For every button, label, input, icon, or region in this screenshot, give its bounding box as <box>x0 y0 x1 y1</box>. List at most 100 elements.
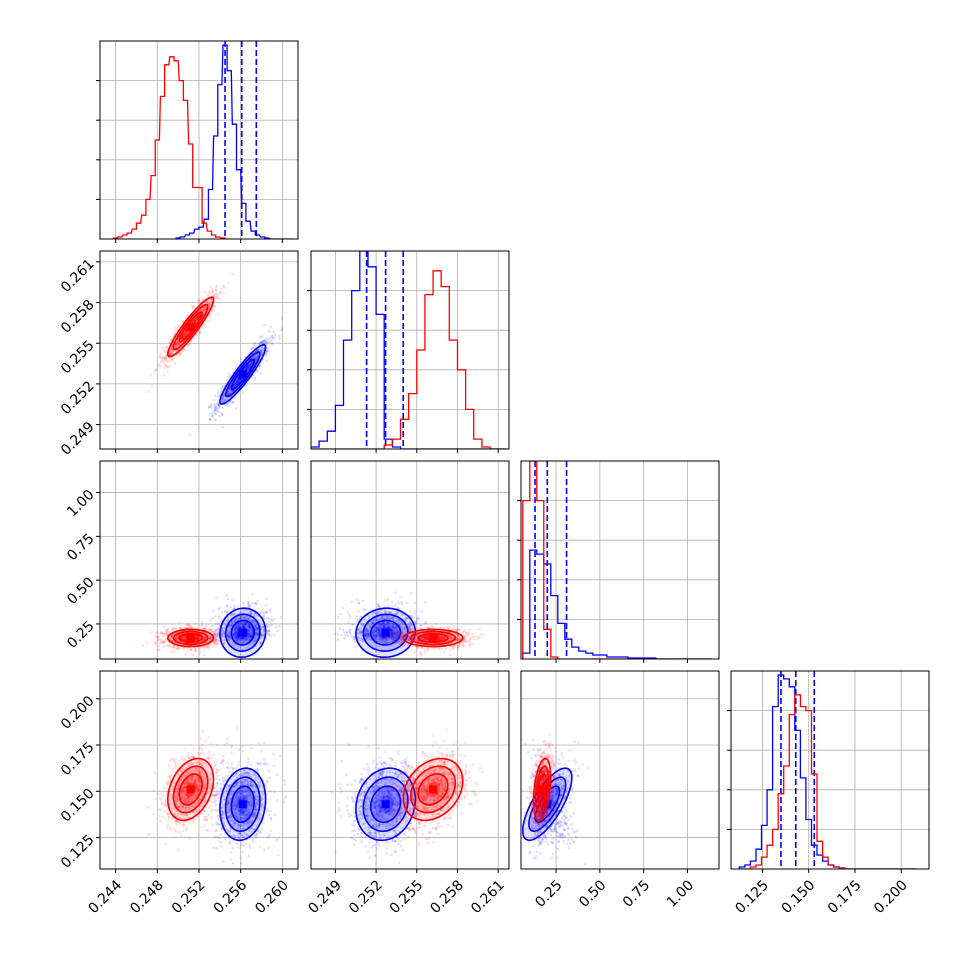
blue-scatter-point <box>247 633 251 637</box>
blue-scatter-point <box>228 633 232 636</box>
blue-scatter-point <box>410 591 413 595</box>
blue-scatter-point <box>247 616 251 619</box>
blue-scatter-point <box>252 356 256 360</box>
blue-scatter-point <box>239 616 243 620</box>
blue-scatter-point <box>228 636 231 639</box>
blue-scatter-point <box>235 629 239 633</box>
blue-scatter-point <box>233 382 237 386</box>
blue-scatter-point <box>254 631 258 635</box>
blue-scatter-point <box>260 340 264 344</box>
red-scatter-point <box>166 359 170 363</box>
blue-scatter-point <box>235 382 238 386</box>
red-scatter-point <box>171 350 175 353</box>
blue-scatter-point <box>216 403 220 406</box>
blue-scatter-point <box>223 399 227 402</box>
red-scatter-point <box>204 636 208 640</box>
red-scatter-point <box>170 348 174 351</box>
blue-scatter-point <box>265 339 268 343</box>
blue-scatter-point <box>246 633 249 637</box>
blue-scatter-point <box>242 626 246 629</box>
red-scatter-point <box>195 634 198 638</box>
blue-scatter-point <box>242 624 245 628</box>
red-scatter-point <box>163 645 166 649</box>
blue-scatter-point <box>214 412 217 416</box>
blue-scatter-point <box>233 619 237 623</box>
blue-scatter-point <box>236 636 239 639</box>
blue-scatter-point <box>222 631 225 634</box>
blue-scatter-point <box>233 631 236 635</box>
blue-scatter-point <box>273 617 276 621</box>
red-scatter-point <box>193 318 196 321</box>
red-scatter-point <box>166 369 170 373</box>
red-scatter-point <box>181 336 185 340</box>
blue-scatter-point <box>256 626 260 630</box>
blue-scatter-point <box>221 638 224 642</box>
blue-scatter-point <box>213 394 217 398</box>
red-scatter-point <box>170 635 174 638</box>
blue-scatter-point <box>248 634 251 637</box>
blue-scatter-point <box>228 386 232 390</box>
blue-scatter-point <box>384 598 387 602</box>
blue-scatter-point <box>251 619 255 623</box>
blue-scatter-point <box>223 399 227 402</box>
blue-scatter-point <box>278 337 281 340</box>
blue-scatter-point <box>231 400 235 404</box>
red-scatter-point <box>210 636 213 640</box>
blue-scatter-point <box>246 633 250 636</box>
red-scatter-point <box>180 637 184 640</box>
blue-density-peak <box>238 370 247 379</box>
red-scatter-point <box>193 320 197 324</box>
red-scatter-point <box>191 320 195 324</box>
red-scatter-point <box>197 333 200 336</box>
blue-scatter-point <box>226 629 230 633</box>
blue-scatter-point <box>250 635 253 639</box>
blue-scatter-point <box>217 390 221 394</box>
red-scatter-point <box>183 333 187 336</box>
blue-scatter-point <box>209 619 212 622</box>
blue-scatter-point <box>254 639 257 643</box>
blue-scatter-point <box>250 619 253 622</box>
blue-scatter-point <box>424 600 427 604</box>
red-scatter-point <box>156 634 159 638</box>
blue-scatter-point <box>405 601 408 605</box>
blue-scatter-point <box>259 641 263 644</box>
blue-scatter-point <box>393 591 397 594</box>
blue-scatter-point <box>242 641 245 645</box>
blue-scatter-point <box>244 367 248 371</box>
blue-scatter-point <box>254 623 258 627</box>
blue-scatter-point <box>261 633 265 636</box>
blue-scatter-point <box>253 640 257 643</box>
red-scatter-point <box>195 317 199 321</box>
blue-scatter-point <box>237 623 241 626</box>
blue-scatter-point <box>234 626 237 630</box>
red-scatter-point <box>189 648 193 652</box>
blue-scatter-point <box>236 639 239 642</box>
red-scatter-point <box>162 358 166 361</box>
blue-scatter-point <box>211 415 215 419</box>
blue-scatter-point <box>255 627 259 630</box>
red-scatter-point <box>194 637 198 640</box>
red-scatter-point <box>209 636 212 640</box>
blue-scatter-point <box>247 629 251 633</box>
red-scatter-point <box>206 300 209 303</box>
blue-scatter-point <box>216 403 219 406</box>
red-scatter-point <box>184 333 187 336</box>
blue-scatter-point <box>265 349 269 353</box>
blue-scatter-point <box>251 630 254 634</box>
red-scatter-point <box>173 330 177 333</box>
blue-scatter-point <box>243 636 247 640</box>
red-scatter-point <box>161 632 165 635</box>
blue-scatter-point <box>254 628 258 632</box>
blue-scatter-point <box>240 641 244 644</box>
blue-scatter-point <box>259 350 263 354</box>
panel-background <box>731 671 929 869</box>
blue-scatter-point <box>246 364 250 368</box>
red-scatter-point <box>194 636 197 640</box>
red-scatter-point <box>202 636 206 640</box>
red-scatter-point <box>203 636 206 639</box>
blue-scatter-point <box>248 627 251 631</box>
blue-scatter-point <box>266 337 270 341</box>
blue-scatter-point <box>261 630 265 634</box>
blue-scatter-point <box>245 366 248 369</box>
blue-scatter-point <box>245 638 248 641</box>
